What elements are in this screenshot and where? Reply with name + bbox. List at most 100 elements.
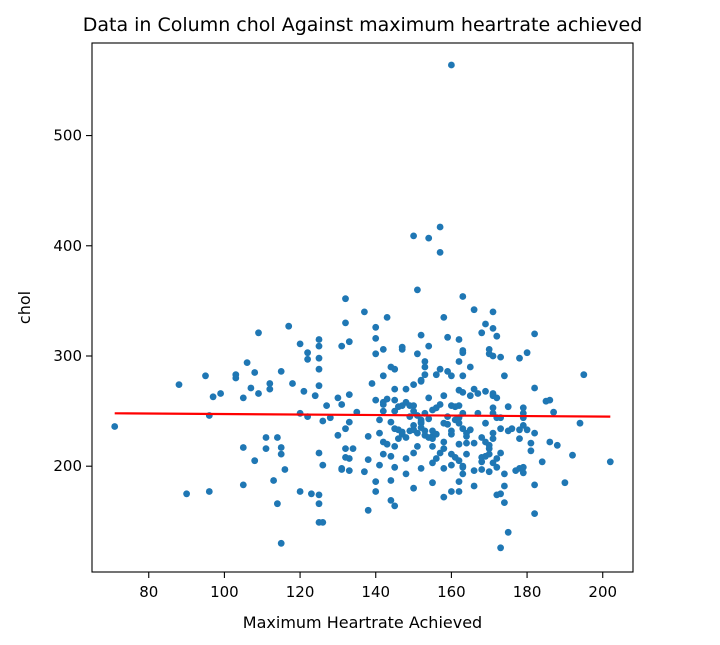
data-point-49 <box>315 500 323 508</box>
data-point-11 <box>239 481 247 489</box>
y-tick-label-500: 500 <box>53 127 82 145</box>
data-point-267 <box>497 490 504 498</box>
data-point-221 <box>463 450 470 458</box>
data-point-64 <box>342 445 349 452</box>
data-point-43 <box>315 365 323 373</box>
trend-line <box>114 412 611 418</box>
data-point-29 <box>277 444 285 451</box>
data-point-41 <box>311 392 319 400</box>
data-point-19 <box>262 434 270 441</box>
data-point-111 <box>391 365 399 373</box>
data-point-70 <box>345 467 353 474</box>
data-point-102 <box>387 418 395 426</box>
data-point-307 <box>580 371 588 379</box>
data-point-263 <box>493 332 501 340</box>
data-point-215 <box>459 470 467 478</box>
data-point-85 <box>372 335 380 342</box>
data-point-264 <box>497 425 504 433</box>
data-point-306 <box>576 419 584 427</box>
data-point-45 <box>315 354 323 362</box>
data-point-212 <box>459 463 467 471</box>
data-point-182 <box>440 438 448 446</box>
data-point-160 <box>429 443 436 450</box>
data-point-106 <box>391 443 399 450</box>
data-point-304 <box>561 479 569 487</box>
data-point-206 <box>455 478 463 485</box>
data-point-164 <box>429 479 436 487</box>
data-point-226 <box>470 385 478 393</box>
data-point-276 <box>504 528 512 536</box>
data-point-171 <box>436 223 444 231</box>
data-point-76 <box>364 433 372 440</box>
data-point-187 <box>448 488 455 495</box>
data-point-172 <box>436 249 444 256</box>
data-point-138 <box>414 286 421 294</box>
data-point-254 <box>489 435 497 442</box>
data-point-34 <box>296 409 304 417</box>
data-point-238 <box>482 320 489 328</box>
data-point-287 <box>519 463 527 471</box>
data-point-170 <box>432 371 440 379</box>
data-point-25 <box>274 500 281 508</box>
data-point-218 <box>463 439 470 447</box>
data-point-16 <box>251 457 259 465</box>
data-point-107 <box>391 463 399 471</box>
y-axis: 200 300 400 500 <box>53 127 92 475</box>
x-tick-label-80: 80 <box>139 583 158 601</box>
data-point-269 <box>497 449 504 457</box>
data-point-265 <box>497 544 504 552</box>
data-point-30 <box>281 466 289 473</box>
data-point-295 <box>531 429 538 437</box>
data-point-175 <box>436 401 444 408</box>
data-point-52 <box>319 461 327 469</box>
data-point-65 <box>342 295 349 303</box>
data-point-271 <box>501 482 508 490</box>
data-point-18 <box>255 390 262 397</box>
data-point-40 <box>308 490 315 498</box>
data-point-240 <box>482 387 489 395</box>
data-point-93 <box>379 401 387 408</box>
data-point-4 <box>205 488 213 495</box>
data-point-256 <box>489 404 497 412</box>
data-point-101 <box>387 497 395 504</box>
data-point-54 <box>323 402 330 409</box>
data-point-146 <box>417 331 425 339</box>
data-point-95 <box>379 407 387 415</box>
data-point-186 <box>444 368 451 375</box>
data-point-79 <box>368 380 376 387</box>
data-point-22 <box>266 380 274 387</box>
data-point-123 <box>402 470 410 478</box>
y-tick-label-300: 300 <box>53 347 82 365</box>
data-point-284 <box>519 422 527 429</box>
data-point-131 <box>410 402 417 409</box>
data-point-199 <box>455 358 463 365</box>
data-point-100 <box>387 477 395 484</box>
data-point-3 <box>202 372 209 380</box>
data-point-270 <box>501 470 508 478</box>
data-point-81 <box>372 488 380 495</box>
data-point-228 <box>470 467 478 474</box>
x-tick-label-140: 140 <box>361 583 390 601</box>
y-tick-label-200: 200 <box>53 457 82 475</box>
data-point-134 <box>410 422 417 429</box>
data-point-72 <box>349 445 357 452</box>
data-point-308 <box>606 458 614 466</box>
data-point-118 <box>398 428 406 436</box>
data-point-86 <box>376 416 383 424</box>
data-point-75 <box>361 468 368 476</box>
data-point-183 <box>444 420 451 428</box>
data-layer <box>111 61 614 552</box>
data-point-245 <box>485 450 493 458</box>
data-point-291 <box>527 439 535 447</box>
data-point-58 <box>338 401 346 408</box>
data-point-250 <box>489 352 497 360</box>
x-axis: 80 100 120 140 160 180 200 <box>139 572 617 601</box>
data-point-14 <box>247 384 255 392</box>
data-point-156 <box>425 234 433 242</box>
data-point-192 <box>448 430 455 438</box>
data-point-80 <box>372 478 380 485</box>
data-point-158 <box>425 394 433 402</box>
data-point-204 <box>455 419 463 427</box>
data-point-179 <box>440 465 448 472</box>
data-point-302 <box>550 408 557 416</box>
